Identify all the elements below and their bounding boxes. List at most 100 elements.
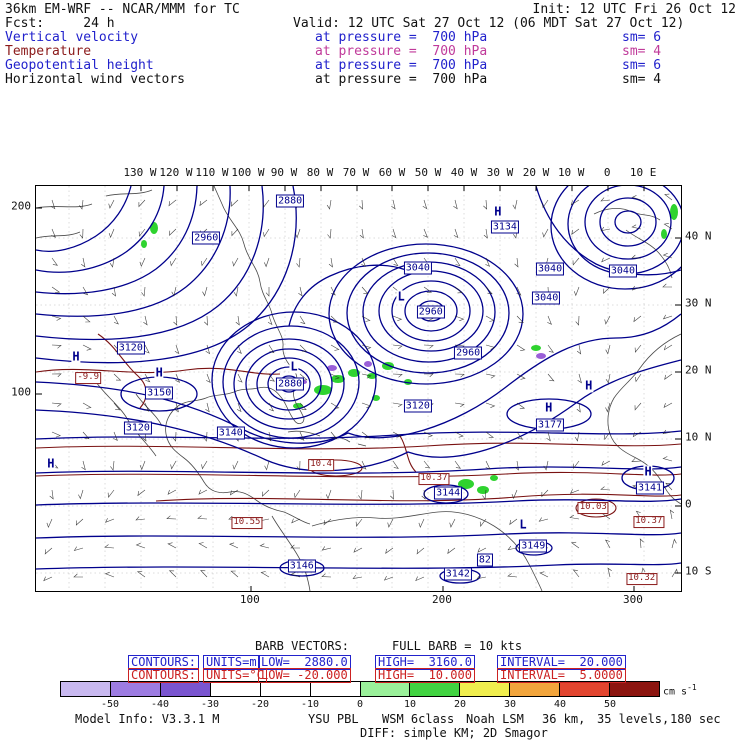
high-center-marker: H xyxy=(493,203,503,219)
full-barb-label: FULL BARB = 10 kts xyxy=(392,639,523,653)
field-level: at pressure = 700 hPa xyxy=(315,58,488,73)
low-center-marker: L xyxy=(289,359,299,374)
high-center-marker: H xyxy=(584,378,594,393)
xgrid-tick-label: 100 xyxy=(239,593,260,606)
valid-time: Valid: 12 UTC Sat 27 Oct 12 (06 MDT Sat … xyxy=(293,16,685,31)
footer-token: WSM 6class xyxy=(382,712,455,726)
lon-tick-label: 70 W xyxy=(342,166,370,179)
height-contour-label: 3120 xyxy=(116,341,145,355)
longitude-axis: 130 W 120 W 110 W 100 W 90 W 80 W 70 W 60 W 50 W… xyxy=(35,166,680,180)
temperature-contour-label: 10.4 xyxy=(308,459,334,471)
height-contour-label: 3141 xyxy=(635,481,665,495)
field-smoothing: sm= 4 xyxy=(622,72,662,87)
footer-token: Model Info: V3.3.1 M xyxy=(75,712,220,726)
legend-token: LOW= -20.000 xyxy=(258,668,351,684)
legend-token: HIGH= 3160.0 xyxy=(375,655,475,671)
colorbar-tick-label: 40 xyxy=(553,699,567,710)
footer-token: 180 sec xyxy=(670,712,721,726)
temperature-contour-label: 10.55 xyxy=(231,517,263,529)
height-contour-label: 3177 xyxy=(536,418,565,432)
lon-tick-label: 90 W xyxy=(270,166,298,179)
height-contours xyxy=(36,186,681,584)
height-contour-label: 82 xyxy=(476,553,493,567)
high-center-marker: H xyxy=(46,456,56,471)
colorbar-cell xyxy=(209,681,261,697)
field-name: Temperature xyxy=(5,44,92,59)
barb-vectors-label: BARB VECTORS: xyxy=(255,639,349,653)
high-center-marker: H xyxy=(154,365,164,380)
footer-token: 35 levels, xyxy=(597,712,670,726)
map-panel: 2880 2960 3040 3040 3040 3040 2960 2960 2880 3120… xyxy=(35,185,682,592)
colorbar-tick-label: 20 xyxy=(453,699,467,710)
height-contour-label: 2960 xyxy=(454,346,483,360)
vertical-velocity-shading xyxy=(141,204,678,494)
lat-tick-label: 0 xyxy=(685,497,692,511)
colorbar-tick-label: -10 xyxy=(300,699,320,710)
height-contour-label: 3142 xyxy=(443,567,472,581)
legend-token: HIGH= 10.000 xyxy=(375,668,475,684)
height-contour-label: 2960 xyxy=(416,305,445,319)
init-time: Init: 12 UTC Fri 26 Oct 12 xyxy=(532,2,737,17)
forecast-hour: Fcst: 24 h xyxy=(5,16,115,31)
lon-tick-label: 80 W xyxy=(306,166,334,179)
latitude-axis: 40 N 30 N 20 N 10 N 0 10 S xyxy=(685,185,733,590)
lon-tick-label: 10 W xyxy=(557,166,585,179)
colorbar-cell xyxy=(109,681,161,697)
legend-token: UNITS=m xyxy=(203,655,260,671)
lat-tick-label: 10 S xyxy=(685,564,712,578)
height-contour-label: 3144 xyxy=(434,486,463,500)
field-smoothing: sm= 4 xyxy=(622,44,662,59)
grid-y-axis: 200 100 xyxy=(4,185,31,590)
grid-x-axis: 100 200 300 xyxy=(35,593,680,607)
footer-token: Noah LSM xyxy=(466,712,524,726)
colorbar-cell xyxy=(509,681,561,697)
legend-token: CONTOURS: xyxy=(128,655,200,671)
ygrid-tick-label: 100 xyxy=(11,385,31,399)
temperature-contour-label: 10.37 xyxy=(633,516,665,529)
height-contour-label: 3134 xyxy=(490,220,519,234)
field-name: Geopotential height xyxy=(5,58,154,73)
lat-tick-label: 30 N xyxy=(685,296,712,310)
temperature-contour-label: 10.32 xyxy=(626,572,658,585)
contour-label-layer: 2880 2960 3040 3040 3040 3040 2960 2960 2880 3120… xyxy=(36,186,681,591)
height-contour-label: 3146 xyxy=(287,559,316,573)
lon-tick-label: 50 W xyxy=(414,166,442,179)
colorbar-units: cm s-1 xyxy=(663,683,697,698)
colorbar-tick-label: 30 xyxy=(503,699,517,710)
low-center-marker: L xyxy=(518,517,528,532)
high-center-marker: H xyxy=(643,464,653,479)
height-contour-label: 3120 xyxy=(403,399,432,413)
lon-tick-label: 20 W xyxy=(522,166,550,179)
height-contour-label: 2960 xyxy=(192,231,221,245)
lat-tick-label: 40 N xyxy=(685,229,712,243)
lon-tick-label: 0 xyxy=(603,166,611,179)
vertical-velocity-colorbar xyxy=(60,681,661,697)
legend-token: INTERVAL= 20.000 xyxy=(497,655,626,671)
lon-tick-label: 110 W xyxy=(195,166,229,179)
height-contour-label: 3149 xyxy=(519,539,548,553)
colorbar-tick-label: -20 xyxy=(250,699,270,710)
colorbar-cell xyxy=(259,681,311,697)
colorbar-cell xyxy=(459,681,511,697)
colorbar-tick-label: 10 xyxy=(403,699,417,710)
height-contour-label: 3040 xyxy=(608,264,637,278)
lon-tick-label: 10 E xyxy=(629,166,657,179)
legend-token: INTERVAL= 5.0000 xyxy=(497,668,626,684)
field-level: at pressure = 700 hPa xyxy=(315,72,488,87)
high-center-marker: H xyxy=(71,349,81,364)
model-title: 36km EM-WRF -- NCAR/MMM for TC xyxy=(5,2,240,17)
height-contour-label: 3120 xyxy=(123,421,152,435)
field-level: at pressure = 700 hPa xyxy=(315,30,488,45)
colorbar-cell xyxy=(609,681,661,697)
legend-token: UNITS=°C xyxy=(203,668,267,684)
temperature-contour-label: 10.37 xyxy=(418,472,450,485)
field-name: Horizontal wind vectors xyxy=(5,72,186,87)
height-contour-label: 3140 xyxy=(216,426,245,440)
colorbar-cell xyxy=(309,681,361,697)
legend-token: CONTOURS: xyxy=(128,668,200,684)
field-smoothing: sm= 6 xyxy=(622,30,662,45)
lat-tick-label: 10 N xyxy=(685,430,712,444)
lon-tick-label: 120 W xyxy=(159,166,193,179)
colorbar-tick-label: -30 xyxy=(200,699,220,710)
